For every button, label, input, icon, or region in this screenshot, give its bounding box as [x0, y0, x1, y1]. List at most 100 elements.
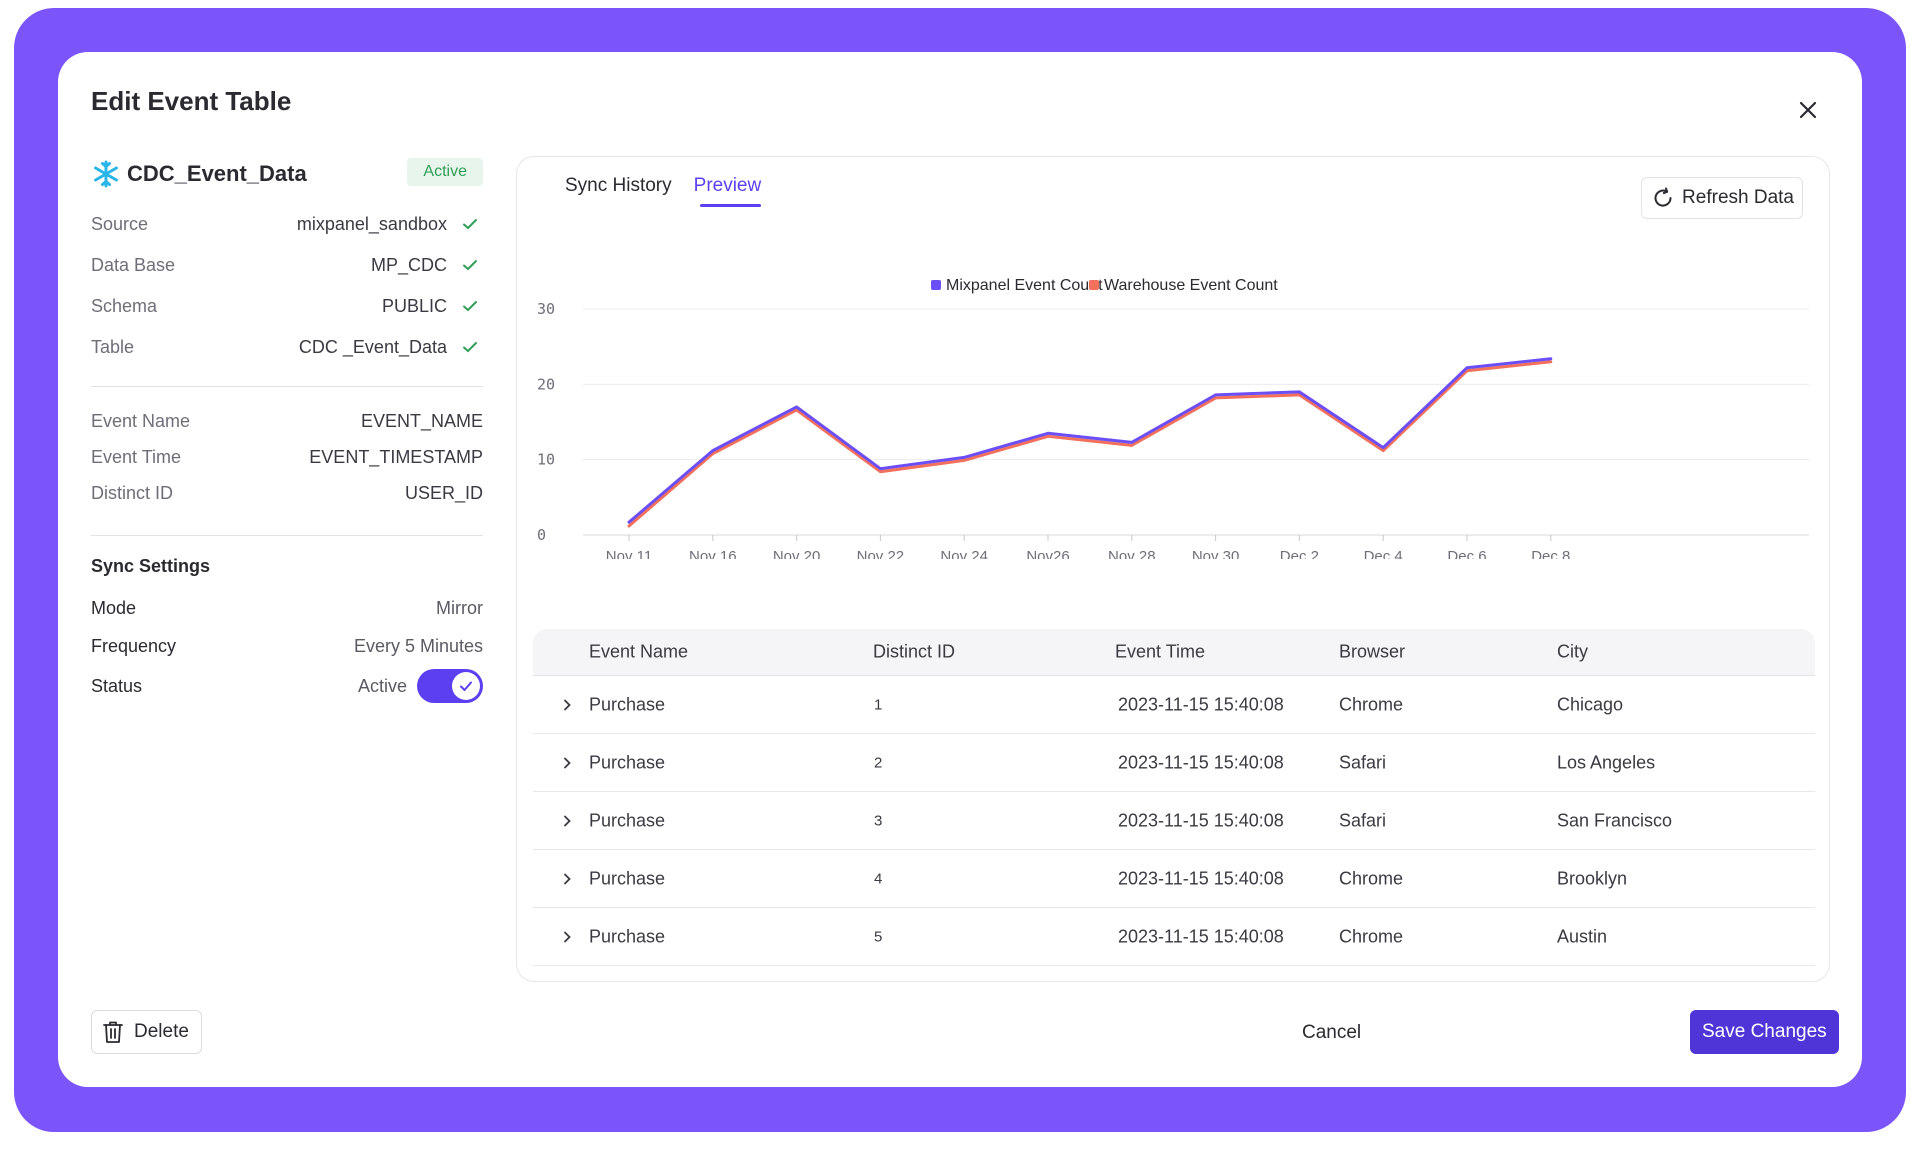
city-cell: Austin [1557, 926, 1608, 946]
field-label: Distinct ID [91, 482, 174, 503]
save-changes-button[interactable]: Save Changes [1690, 1010, 1839, 1054]
refresh-label: Refresh Data [1682, 187, 1794, 208]
event-time-cell: 2023-11-15 15:40:08 [1118, 752, 1284, 772]
column-header-event-time[interactable]: Event Time [1115, 641, 1206, 662]
source-field-row: Source mixpanel_sandbox [91, 204, 483, 245]
mode-value[interactable]: Mirror [436, 597, 483, 618]
source-name: CDC_Event_Data [127, 161, 307, 186]
y-tick-label: 10 [537, 451, 555, 469]
field-label: Schema [91, 296, 158, 316]
status-badge: Active [407, 158, 483, 186]
tab-sync-history[interactable]: Sync History [565, 175, 672, 196]
event-name-cell: Purchase [589, 810, 666, 830]
sync-settings-title: Sync Settings [91, 556, 211, 576]
cancel-button[interactable]: Cancel [1288, 1012, 1375, 1054]
mapping-field-row: Distinct ID USER_ID [91, 475, 483, 511]
city-cell: Brooklyn [1557, 868, 1628, 888]
column-header-city[interactable]: City [1557, 641, 1588, 662]
tab-bar: Sync History Preview [565, 175, 783, 207]
chevron-right-icon[interactable] [559, 755, 575, 771]
divider [91, 386, 483, 387]
snowflake-icon [94, 160, 118, 188]
event-name-cell: Purchase [589, 926, 666, 946]
browser-cell: Safari [1339, 810, 1387, 830]
y-tick-label: 30 [537, 300, 555, 318]
table-row[interactable]: Purchase 4 2023-11-15 15:40:08 Chrome Brookl… [533, 850, 1815, 908]
status-toggle[interactable] [417, 669, 483, 703]
distinct-id-cell: 2 [874, 754, 883, 771]
browser-cell: Chrome [1339, 868, 1404, 888]
table-row[interactable]: Purchase 5 2023-11-15 15:40:08 Chrome Austin [533, 908, 1815, 966]
x-tick-label: Dec 6 [1447, 548, 1486, 559]
trash-icon [103, 1021, 123, 1043]
legend-label-1: Warehouse Event Count [1104, 277, 1278, 294]
field-value: mixpanel_sandbox [296, 214, 447, 234]
toggle-knob [452, 672, 480, 700]
delete-button[interactable]: Delete [91, 1010, 202, 1054]
column-header-browser[interactable]: Browser [1339, 641, 1406, 662]
x-tick-label: Dec 4 [1364, 548, 1403, 559]
series-line-1 [627, 360, 1553, 528]
x-tick-label: Dec 2 [1280, 548, 1319, 559]
chevron-right-icon[interactable] [559, 813, 575, 829]
column-header-distinct-id[interactable]: Distinct ID [873, 641, 956, 662]
x-tick-label: Nov 30 [1192, 548, 1240, 559]
distinct-id-cell: 1 [874, 696, 883, 713]
event-time-cell: 2023-11-15 15:40:08 [1118, 926, 1284, 946]
preview-table: Event Name Distinct ID Event Time Browse… [533, 629, 1815, 966]
refresh-icon [1654, 187, 1672, 207]
field-label: Source [91, 214, 149, 234]
event-count-chart: 0 10 20 30 Nov 11 Nov 16 Nov 20 Nov 22 Nov 24 Nov… [537, 277, 1829, 559]
y-tick-label: 0 [537, 526, 546, 544]
field-label: Event Time [91, 446, 182, 467]
preview-card: Sync History Preview Refresh Data 0 10 20 3… [516, 156, 1830, 982]
distinct-id-cell: 3 [874, 812, 883, 829]
edit-event-table-modal: Edit Event Table CDC_Event_Data Active S… [58, 52, 1862, 1087]
browser-cell: Safari [1339, 752, 1387, 772]
field-value: CDC _Event_Data [298, 337, 447, 357]
table-row[interactable]: Purchase 3 2023-11-15 15:40:08 Safari San Fr… [533, 792, 1815, 850]
check-icon [463, 342, 477, 353]
mapping-field-row: Event Name EVENT_NAME [91, 403, 483, 439]
column-header-event-name[interactable]: Event Name [589, 641, 689, 662]
check-icon [460, 681, 472, 691]
field-value: PUBLIC [381, 296, 447, 316]
refresh-data-button[interactable]: Refresh Data [1641, 177, 1803, 219]
status-value: Active [357, 675, 407, 696]
frequency-value[interactable]: Every 5 Minutes [353, 635, 483, 656]
close-button[interactable] [1792, 94, 1824, 126]
event-time-cell: 2023-11-15 15:40:08 [1118, 810, 1284, 830]
event-time-cell: 2023-11-15 15:40:08 [1118, 868, 1284, 888]
sync-status-row: Status Active [91, 665, 483, 707]
source-header: CDC_Event_Data Active [91, 152, 483, 196]
distinct-id-cell: 4 [874, 870, 883, 887]
table-row[interactable]: Purchase 2 2023-11-15 15:40:08 Safari Los An… [533, 734, 1815, 792]
chevron-right-icon[interactable] [559, 871, 575, 887]
city-cell: Chicago [1557, 694, 1624, 714]
check-icon [463, 301, 477, 312]
field-value: EVENT_TIMESTAMP [309, 446, 483, 467]
field-value: USER_ID [404, 482, 483, 503]
mode-label: Mode [91, 597, 137, 618]
field-label: Table [91, 337, 135, 357]
table-config-panel: CDC_Event_Data Active Source mixpanel_san… [91, 152, 483, 707]
close-icon [1799, 101, 1817, 119]
city-cell: Los Angeles [1557, 752, 1656, 772]
x-tick-label: Dec 8 [1531, 548, 1570, 559]
event-name-cell: Purchase [589, 868, 666, 888]
legend-swatch-0 [931, 280, 941, 290]
field-value: EVENT_NAME [360, 410, 483, 431]
chart-right-mask [1817, 527, 1829, 559]
mapping-field-row: Event Time EVENT_TIMESTAMP [91, 439, 483, 475]
table-header: Event Name Distinct ID Event Time Browse… [533, 629, 1815, 676]
series-line-0 [627, 357, 1553, 524]
tab-preview[interactable]: Preview [694, 175, 761, 207]
divider [91, 535, 483, 536]
browser-cell: Chrome [1339, 694, 1404, 714]
chevron-right-icon[interactable] [559, 697, 575, 713]
x-tick-label: Nov 24 [940, 548, 988, 559]
event-time-cell: 2023-11-15 15:40:08 [1118, 694, 1284, 714]
chevron-right-icon[interactable] [559, 929, 575, 945]
table-row[interactable]: Purchase 1 2023-11-15 15:40:08 Chrome Chicag… [533, 676, 1815, 734]
field-value: MP_CDC [370, 255, 447, 275]
